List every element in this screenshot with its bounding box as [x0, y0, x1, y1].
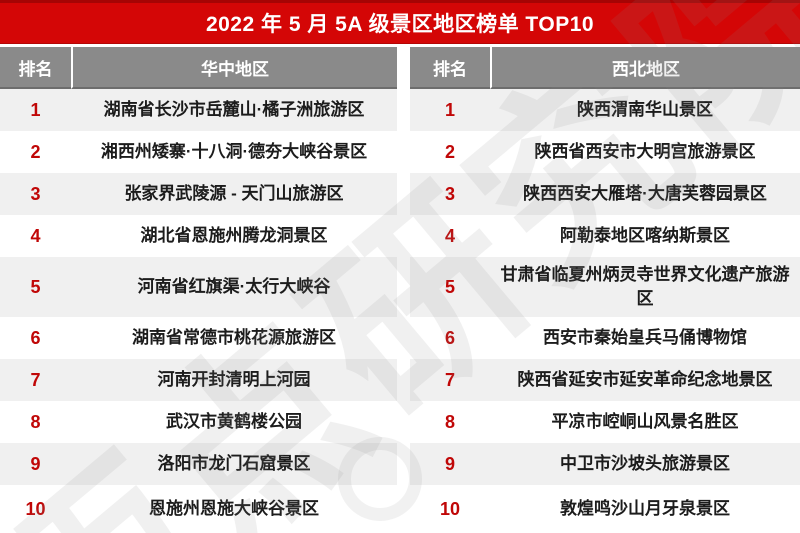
left-name-cell: 张家界武陵源 - 天门山旅游区: [71, 173, 397, 215]
right-name-cell: 甘肃省临夏州炳灵寺世界文化遗产旅游区: [490, 257, 800, 317]
left-rank-cell: 5: [0, 257, 71, 317]
right-rank-cell: 8: [410, 401, 490, 443]
table-gap: [397, 485, 410, 533]
ranking-table: 排名 华中地区 排名 西北地区 1 湖南省长沙市岳麓山·橘子洲旅游区 1 陕西渭南华山…: [0, 47, 800, 533]
table-gap: [397, 47, 410, 89]
right-name-cell: 陕西省延安市延安革命纪念地景区: [490, 359, 800, 401]
table-gap: [397, 215, 410, 257]
table-gap: [397, 173, 410, 215]
left-rank-cell: 10: [0, 485, 71, 533]
right-rank-cell: 6: [410, 317, 490, 359]
right-rank-cell: 2: [410, 131, 490, 173]
left-region-header: 华中地区: [71, 47, 397, 89]
left-rank-cell: 8: [0, 401, 71, 443]
title-banner: 2022 年 5 月 5A 级景区地区榜单 TOP10: [0, 0, 800, 44]
left-name-cell: 湖南省长沙市岳麓山·橘子洲旅游区: [71, 89, 397, 131]
right-rank-header: 排名: [410, 47, 490, 89]
left-name-cell: 武汉市黄鹤楼公园: [71, 401, 397, 443]
right-region-header: 西北地区: [490, 47, 800, 89]
table-gap: [397, 89, 410, 131]
right-name-cell: 敦煌鸣沙山月牙泉景区: [490, 485, 800, 533]
table-gap: [397, 257, 410, 317]
right-rank-cell: 1: [410, 89, 490, 131]
table-gap: [397, 359, 410, 401]
left-name-cell: 恩施州恩施大峡谷景区: [71, 485, 397, 533]
left-name-cell: 河南开封清明上河园: [71, 359, 397, 401]
right-name-cell: 中卫市沙坡头旅游景区: [490, 443, 800, 485]
right-name-cell: 陕西渭南华山景区: [490, 89, 800, 131]
right-name-cell: 陕西省西安市大明宫旅游景区: [490, 131, 800, 173]
right-rank-cell: 9: [410, 443, 490, 485]
left-rank-cell: 7: [0, 359, 71, 401]
table-gap: [397, 443, 410, 485]
left-rank-cell: 4: [0, 215, 71, 257]
left-rank-cell: 2: [0, 131, 71, 173]
right-rank-cell: 4: [410, 215, 490, 257]
right-name-cell: 西安市秦始皇兵马俑博物馆: [490, 317, 800, 359]
left-name-cell: 洛阳市龙门石窟景区: [71, 443, 397, 485]
table-gap: [397, 131, 410, 173]
left-name-cell: 河南省红旗渠·太行大峡谷: [71, 257, 397, 317]
table-gap: [397, 401, 410, 443]
right-rank-cell: 7: [410, 359, 490, 401]
left-name-cell: 湖北省恩施州腾龙洞景区: [71, 215, 397, 257]
left-name-cell: 湖南省常德市桃花源旅游区: [71, 317, 397, 359]
banner-divider: [0, 44, 800, 47]
right-name-cell: 平凉市崆峒山风景名胜区: [490, 401, 800, 443]
right-rank-cell: 10: [410, 485, 490, 533]
table-gap: [397, 317, 410, 359]
left-name-cell: 湘西州矮寨·十八洞·德夯大峡谷景区: [71, 131, 397, 173]
right-name-cell: 阿勒泰地区喀纳斯景区: [490, 215, 800, 257]
left-rank-cell: 9: [0, 443, 71, 485]
left-rank-cell: 1: [0, 89, 71, 131]
left-rank-cell: 6: [0, 317, 71, 359]
left-rank-cell: 3: [0, 173, 71, 215]
left-rank-header: 排名: [0, 47, 71, 89]
right-rank-cell: 3: [410, 173, 490, 215]
right-rank-cell: 5: [410, 257, 490, 317]
page-title: 2022 年 5 月 5A 级景区地区榜单 TOP10: [205, 13, 595, 36]
right-name-cell: 陕西西安大雁塔·大唐芙蓉园景区: [490, 173, 800, 215]
